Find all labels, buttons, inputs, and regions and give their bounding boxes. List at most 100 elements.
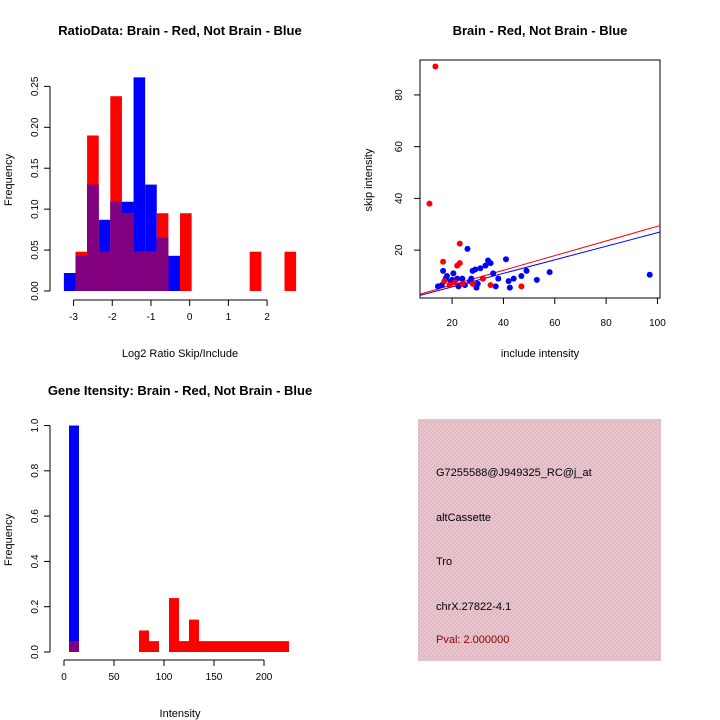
point-brain-12: [518, 283, 525, 290]
gene-axes: 0 50 100 150 200 0.0 0.2 0.4 0.6 0.8 1.0: [30, 418, 273, 683]
point-brain-7: [451, 279, 458, 286]
point-not-brain-3: [440, 267, 447, 274]
scatter-chart-title: Brain - Red, Not Brain - Blue: [453, 23, 628, 38]
ratio-y-tick-label-3: 0.15: [30, 158, 41, 178]
ratio-bar-notbrain-7: [145, 184, 157, 291]
gene-bar-overlap-0: [69, 641, 79, 652]
point-brain-10: [479, 275, 486, 282]
ratio-x-tick-label-4: 1: [226, 312, 232, 323]
location-text: chrX.27822-4.1: [436, 601, 511, 613]
point-brain-13: [454, 262, 461, 269]
gene-chart-title: Gene Itensity: Brain - Red, Not Brain - …: [48, 383, 312, 398]
ratio-x-tick-label-2: -1: [147, 312, 156, 323]
point-not-brain-25: [502, 256, 509, 263]
gene-bar-brain-5: [189, 619, 199, 652]
gene-bar-brain-7: [209, 641, 219, 652]
ratio-bar-overlap-4: [121, 213, 134, 291]
ratio-x-tick-label-5: 2: [264, 312, 270, 323]
point-brain-3: [456, 240, 463, 247]
point-not-brain-22: [490, 270, 497, 277]
gene-y-tick-label-5: 1.0: [30, 418, 41, 432]
point-not-brain-27: [506, 284, 513, 291]
ratio-x-tick-label-0: -3: [69, 312, 78, 323]
ratio-bar-overlap-2: [98, 251, 111, 291]
point-brain-9: [469, 280, 476, 287]
gene-y-tick-label-2: 0.4: [30, 554, 41, 568]
gene-bar-brain-1: [139, 630, 149, 652]
gene-x-axis-label: Intensity: [160, 708, 201, 720]
point-not-brain-35: [468, 275, 475, 282]
point-not-brain-14: [472, 266, 479, 273]
point-not-brain-16: [474, 280, 481, 287]
gene-x-tick-label-1: 50: [108, 672, 120, 683]
point-not-brain-32: [546, 269, 553, 276]
point-brain-11: [487, 282, 494, 289]
gene-y-tick-label-3: 0.6: [30, 509, 41, 523]
ratio-axes: -3 -2 -1 0 1 2 0.00 0.05 0.10 0.15 0.20 0.25: [30, 76, 270, 323]
scatter-axes: 20 40 60 80 100 20 40 60 80: [394, 89, 666, 329]
scatter-x-tick-label-2: 60: [549, 318, 561, 329]
gene-intensity-panel: Gene Itensity: Brain - Red, Not Brain - …: [3, 383, 312, 720]
scatter-plot-box: [419, 59, 661, 299]
gene-y-axis-label: Frequency: [3, 514, 15, 566]
point-not-brain-29: [518, 273, 525, 280]
event-type-text: altCassette: [436, 512, 491, 524]
ratio-y-axis-label: Frequency: [3, 154, 15, 206]
ratio-x-axis-label: Log2 Ratio Skip/Include: [122, 348, 238, 360]
point-not-brain-28: [510, 275, 517, 282]
scatter-x-axis-label: include intensity: [501, 348, 580, 360]
ratio-bar-brain-10: [284, 251, 297, 291]
point-not-brain-31: [533, 276, 540, 283]
point-not-brain-24: [495, 275, 502, 282]
point-not-brain-23: [492, 283, 499, 290]
point-not-brain-26: [505, 278, 512, 285]
point-not-brain-30: [523, 267, 530, 274]
point-brain-8: [459, 280, 466, 287]
scatter-points: [426, 63, 653, 291]
ratio-x-tick-label-1: -2: [108, 312, 117, 323]
point-not-brain-6: [450, 270, 457, 277]
ratio-bar-brain-3: [110, 96, 122, 291]
scatter-x-tick-label-4: 100: [649, 318, 666, 329]
gene-bar-notbrain-0: [69, 425, 79, 652]
ratio-y-tick-label-1: 0.05: [30, 240, 41, 260]
gene-x-tick-label-3: 150: [206, 672, 223, 683]
gene-bar-brain-3: [169, 598, 179, 652]
scatter-y-tick-label-0: 20: [394, 244, 405, 256]
scatter-y-tick-label-3: 80: [394, 89, 405, 101]
gene-bar-brain-10: [239, 641, 249, 652]
scatter-y-tick-label-1: 40: [394, 192, 405, 204]
point-not-brain-4: [443, 273, 450, 280]
ratio-x-tick-label-3: 0: [187, 312, 193, 323]
gene-y-tick-label-1: 0.2: [30, 599, 41, 613]
ratio-bar-overlap-3: [110, 201, 122, 291]
scatter-x-tick-label-3: 80: [601, 318, 613, 329]
gene-x-tick-label-4: 200: [256, 672, 273, 683]
ratio-bar-notbrain-0: [63, 272, 76, 291]
scatter-x-tick-label-0: 20: [447, 318, 459, 329]
point-brain-1: [426, 200, 433, 207]
gene-x-tick-label-0: 0: [61, 672, 67, 683]
gene-name-text: Tro: [436, 556, 452, 568]
ratio-bar-overlap-0: [75, 255, 88, 291]
point-not-brain-17: [477, 265, 484, 272]
gene-bar-brain-14: [279, 641, 289, 652]
ratio-histogram-panel: RatioData: Brain - Red, Not Brain - Blue…: [3, 23, 302, 360]
gene-y-tick-label-4: 0.8: [30, 463, 41, 477]
gene-bar-brain-6: [199, 641, 209, 652]
point-brain-6: [446, 282, 453, 289]
gene-bar-brain-4: [179, 641, 189, 652]
point-not-brain-9: [459, 275, 466, 282]
ratio-y-tick-label-4: 0.20: [30, 117, 41, 137]
pval-text: Pval: 2.000000: [436, 634, 509, 646]
ratio-chart-title: RatioData: Brain - Red, Not Brain - Blue: [58, 23, 301, 38]
ratio-bar-overlap-1: [87, 184, 99, 291]
gene-bar-brain-11: [249, 641, 259, 652]
scatter-x-tick-label-1: 40: [498, 318, 510, 329]
gene-bar-brain-13: [269, 641, 279, 652]
point-brain-2: [440, 258, 447, 265]
ratio-bar-overlap-7: [156, 237, 169, 291]
ratio-y-tick-label-2: 0.10: [30, 199, 41, 219]
ratio-bar-overlap-6: [145, 251, 157, 291]
